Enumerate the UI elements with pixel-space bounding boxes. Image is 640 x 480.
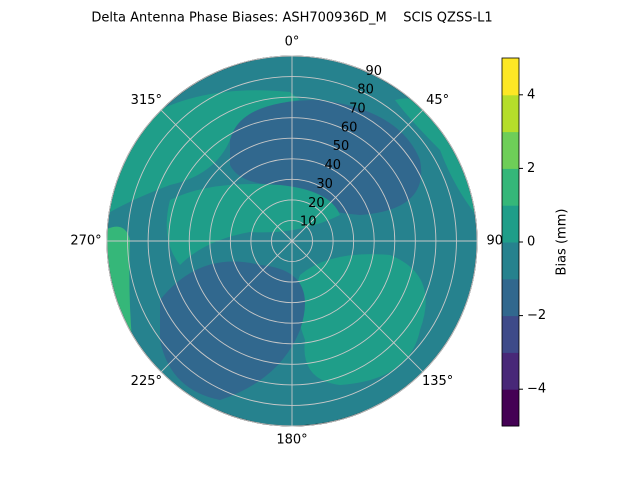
- colorbar-tick-label: −4: [527, 382, 546, 397]
- colorbar-tick-label: 0: [527, 235, 535, 250]
- angle-label: 45°: [426, 93, 449, 108]
- colorbar-bin: [502, 278, 519, 317]
- radial-tick-label: 30: [316, 177, 333, 192]
- radial-tick-label: 40: [325, 158, 342, 173]
- angle-label: 225°: [131, 374, 162, 389]
- radial-grid-line: [147, 96, 437, 386]
- colorbar-tick-label: 4: [527, 87, 535, 102]
- angle-grid-line: [160, 109, 293, 242]
- colorbar-bin: [502, 168, 519, 206]
- contour-region: [160, 261, 305, 400]
- contour-region: [296, 254, 426, 385]
- radial-grid-line: [188, 137, 396, 345]
- radial-tick-label: 50: [333, 139, 350, 154]
- radial-grid-line: [229, 178, 355, 304]
- radial-tick-label: 10: [300, 215, 317, 230]
- contour-region: [166, 184, 340, 265]
- colorbar-bin: [502, 131, 519, 169]
- angle-label: 135°: [422, 374, 453, 389]
- angle-label: 180°: [276, 433, 307, 448]
- radial-tick-label: 70: [349, 102, 366, 117]
- radial-tick-label: 90: [365, 64, 382, 79]
- colorbar-bin: [502, 205, 519, 243]
- angle-label: 315°: [131, 93, 162, 108]
- chart-title: Delta Antenna Phase Biases: ASH700936D_M…: [91, 11, 492, 26]
- contour-region: [107, 90, 300, 215]
- radial-tick-label: 80: [357, 83, 374, 98]
- contour-region: [395, 98, 477, 220]
- radial-tick-label: 20: [308, 196, 325, 211]
- radial-grid-line: [127, 76, 457, 406]
- colorbar-bin: [502, 242, 519, 280]
- angle-label: 0°: [285, 35, 300, 50]
- colorbar-bin: [502, 58, 519, 96]
- angle-label: 270°: [70, 234, 101, 249]
- colorbar-bin: [502, 352, 519, 390]
- angle-grid-line: [291, 240, 424, 373]
- colorbar-bin: [502, 315, 519, 353]
- radial-grid-line: [209, 158, 375, 324]
- radial-grid-line: [270, 219, 314, 263]
- contour-region: [230, 100, 422, 215]
- radial-tick-label: 60: [341, 120, 358, 135]
- radial-grid-line: [106, 55, 478, 427]
- colorbar-label: Bias (mm): [555, 209, 570, 276]
- radial-grid-line: [168, 117, 416, 365]
- colorbar-bin: [502, 94, 519, 133]
- angle-grid-line: [291, 109, 424, 242]
- angle-grid-line: [160, 240, 293, 373]
- colorbar-tick-label: −2: [527, 308, 546, 323]
- colorbar-tick-label: 2: [527, 161, 535, 176]
- radial-grid-line: [250, 199, 334, 283]
- colorbar-bin: [502, 389, 519, 427]
